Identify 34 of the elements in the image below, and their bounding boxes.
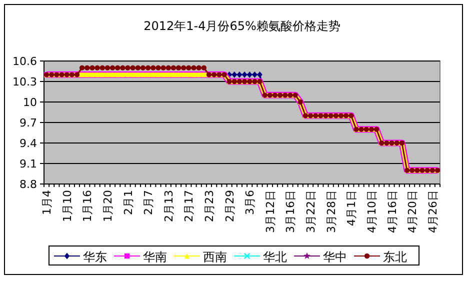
x-tick-label: 4月1日 <box>345 190 358 226</box>
x-tick-label: 2月17 <box>182 190 196 222</box>
x-tick-label: 4月10日 <box>365 190 378 233</box>
y-tick-label: 9.1 <box>20 158 37 170</box>
x-tick-label: 1月16 <box>81 190 94 222</box>
x-tick-label: 4月26日 <box>426 190 440 233</box>
x-tick-label: 3月12日 <box>264 190 277 233</box>
y-tick-label: 8.8 <box>20 178 37 191</box>
y-tick-label: 10.6 <box>12 55 37 68</box>
y-tick-label: 10 <box>23 96 37 109</box>
y-tick-label: 9.4 <box>20 137 37 150</box>
x-tick-label: 3月16日 <box>284 190 298 233</box>
x-tick-label: 2月29 <box>223 190 236 222</box>
y-tick-label: 9.7 <box>20 116 37 130</box>
legend-label: 华北 <box>263 250 287 264</box>
y-tick-label: 10.3 <box>12 76 37 88</box>
x-tick-label: 1月20 <box>101 190 114 222</box>
x-tick-label: 2月13 <box>162 190 176 222</box>
legend-label: 华东 <box>83 250 107 264</box>
x-tick-label: 4月20日 <box>406 190 420 233</box>
legend-label: 东北 <box>383 250 407 264</box>
x-tick-label: 1月4 <box>40 190 54 215</box>
legend-label: 华南 <box>143 250 167 264</box>
x-tick-label: 2月23 <box>203 190 216 222</box>
legend-label: 华中 <box>323 250 347 264</box>
x-tick-label: 3月22日 <box>304 190 318 233</box>
x-tick-label: 3月28日 <box>324 190 338 233</box>
x-tick-label: 4月16日 <box>386 190 399 233</box>
x-tick-label: 3月6 <box>244 190 257 215</box>
x-tick-label: 2月1 <box>122 190 135 215</box>
chart-title: 2012年1-4月份65%赖氨酸价格走势 <box>144 19 340 33</box>
x-tick-label: 1月10 <box>60 190 74 222</box>
x-tick-label: 2月7 <box>142 190 156 215</box>
legend-label: 西南 <box>203 250 227 264</box>
